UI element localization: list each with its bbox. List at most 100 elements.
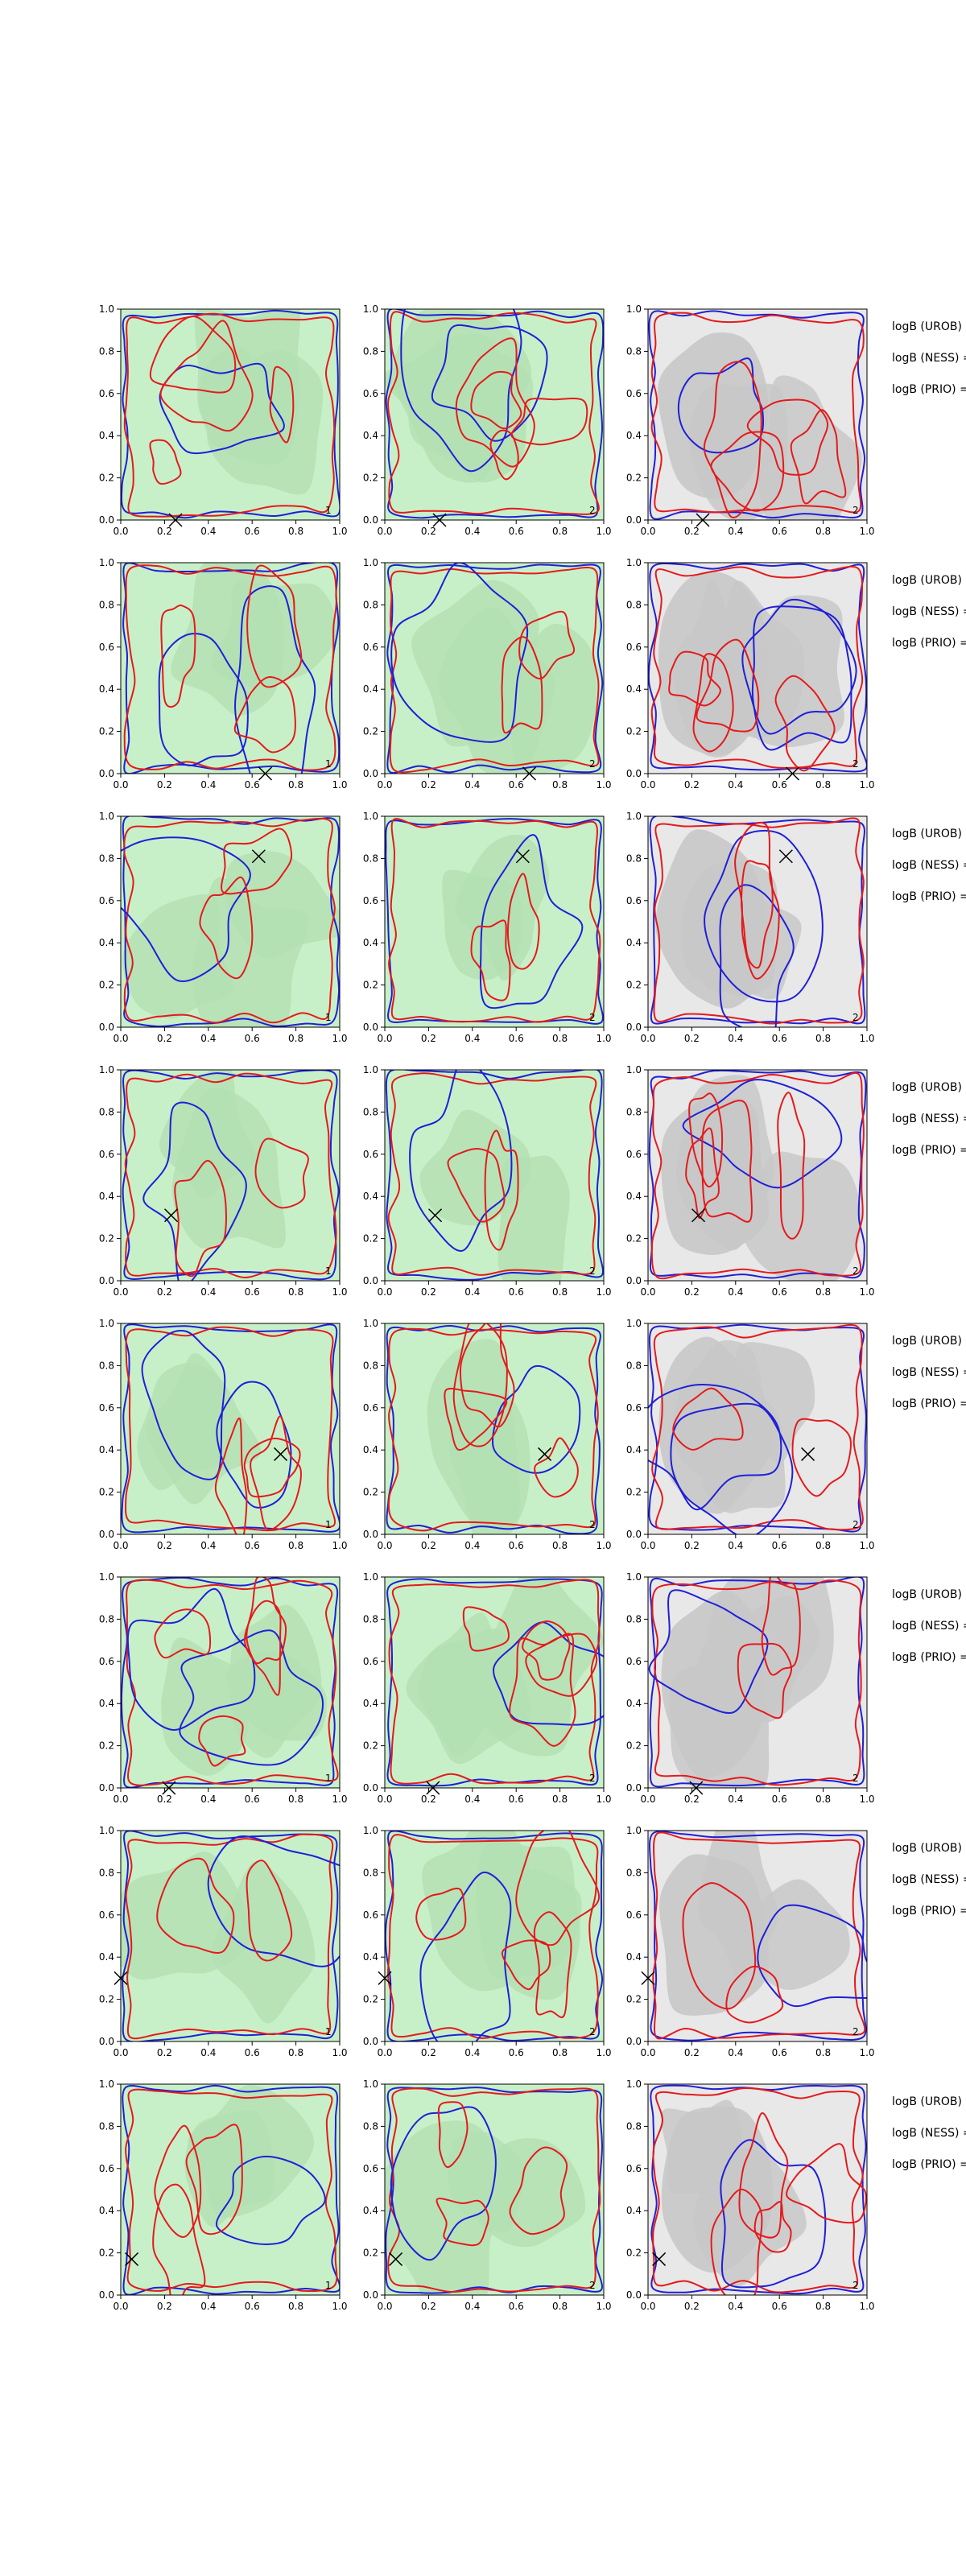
y-tick-label: 0.8 [363, 1360, 378, 1371]
y-tick-label: 1.0 [363, 557, 378, 568]
x-tick-label: 0.4 [728, 1794, 743, 1805]
filled-region [226, 1651, 328, 1741]
side-label: logB (NESS) = [892, 859, 966, 872]
y-tick-label: 0.2 [99, 473, 114, 484]
x-tick-label: 0.4 [200, 1794, 216, 1805]
axes-frame [120, 1576, 341, 1789]
y-tick-label: 0.0 [626, 768, 642, 779]
x-tick-label: 0.0 [377, 1286, 392, 1298]
red-contour [243, 1600, 282, 1696]
x-tick-label: 0.0 [377, 2047, 392, 2058]
panel-label: 1 [325, 2026, 332, 2037]
x-tick-label: 0.2 [684, 2301, 700, 2312]
x-tick-label: 1.0 [859, 1033, 874, 1044]
panel-r1-c3: 2 0.00.0 0.2 0.2 0.4 0.4 0.6 0.6 0.8 0.8 1.0 1.0 [626, 303, 875, 537]
x-tick-label: 0.6 [245, 1033, 260, 1044]
x-tick-label: 1.0 [859, 2047, 874, 2058]
y-tick-label: 0.4 [99, 1191, 114, 1202]
blue-contour [234, 585, 316, 774]
side-label: logB (PRIO) = [892, 383, 966, 396]
blue-contour [385, 1070, 604, 1281]
x-tick-label: 0.6 [509, 779, 524, 791]
filled-region [194, 309, 301, 465]
red-contour [510, 397, 588, 446]
y-tick-label: 0.4 [626, 2205, 642, 2216]
axes-frame [384, 1576, 605, 1789]
y-tick-label: 0.6 [626, 1656, 642, 1667]
plot-area [648, 1831, 867, 2041]
blue-contour [741, 598, 857, 735]
x-tick-label: 0.0 [640, 2301, 655, 2312]
side-label: logB (NESS) = [892, 1873, 966, 1886]
x-tick-label: 0.8 [552, 1286, 568, 1298]
x-tick-label: 1.0 [596, 1794, 611, 1805]
y-tick-label: 1.0 [363, 2079, 378, 2090]
sample-marker [778, 849, 793, 864]
blue-contour [431, 324, 548, 442]
y-tick-label: 0.6 [626, 388, 642, 399]
side-label: logB (NESS) = [892, 1113, 966, 1125]
plot-area [648, 309, 867, 520]
x-tick-label: 0.6 [509, 2301, 524, 2312]
plot-area [385, 1831, 604, 2041]
panel-label: 2 [589, 758, 596, 770]
x-tick-label: 1.0 [596, 526, 611, 537]
y-tick-label: 1.0 [363, 1318, 378, 1329]
axes-frame [647, 1830, 868, 2042]
red-contour [650, 312, 865, 514]
sample-marker [691, 1208, 706, 1223]
y-tick-label: 0.6 [99, 2163, 114, 2174]
side-label: logB (PRIO) = [892, 2158, 966, 2171]
x-tick-label: 0.0 [640, 1286, 655, 1298]
y-tick-label: 1.0 [626, 303, 642, 315]
x-tick-label: 0.6 [509, 526, 524, 537]
blue-contour [492, 1621, 604, 1726]
x-tick-label: 0.4 [200, 1540, 216, 1551]
axes-frame [120, 2083, 341, 2296]
x-tick-label: 0.8 [288, 779, 303, 791]
red-contour [738, 2112, 789, 2239]
x-tick-label: 0.2 [157, 526, 172, 537]
x-tick-label: 0.6 [772, 1033, 787, 1044]
y-tick-label: 0.6 [363, 1149, 378, 1160]
x-tick-label: 1.0 [332, 1033, 347, 1044]
panel-r5-c2: 2 0.00.0 0.2 0.2 0.4 0.4 0.6 0.6 0.8 0.8 1.0 1.0 [363, 1318, 612, 1551]
red-contour [243, 1437, 301, 1498]
y-tick-label: 0.2 [626, 980, 642, 991]
axes-frame [384, 2083, 605, 2296]
x-tick-label: 0.6 [509, 1286, 524, 1298]
side-label: logB (UROB) = [892, 1588, 966, 1601]
plot-area [648, 1577, 867, 1788]
y-tick-label: 0.8 [99, 1867, 114, 1878]
y-tick-label: 0.4 [626, 1951, 642, 1963]
x-tick-label: 1.0 [859, 1794, 874, 1805]
filled-region [655, 829, 768, 1009]
y-tick-label: 0.2 [99, 1740, 114, 1752]
filled-region [658, 571, 768, 755]
y-tick-label: 0.4 [363, 937, 378, 948]
axes-frame [120, 1069, 341, 1282]
y-tick-label: 0.4 [363, 2205, 378, 2216]
x-tick-label: 1.0 [596, 2047, 611, 2058]
y-tick-label: 0.4 [363, 1191, 378, 1202]
y-tick-label: 0.0 [99, 768, 114, 779]
red-contour [777, 1092, 806, 1240]
blue-contour [648, 1589, 769, 1714]
panel-r2-c2: 2 0.00.0 0.2 0.2 0.4 0.4 0.6 0.6 0.8 0.8 1.0 1.0 [363, 557, 612, 791]
panel-r8-c3: 2 0.00.0 0.2 0.2 0.4 0.4 0.6 0.6 0.8 0.8 1.0 1.0 [626, 2079, 875, 2312]
x-tick-label: 0.8 [815, 2301, 831, 2312]
panel-label: 1 [325, 1012, 332, 1023]
y-tick-label: 0.6 [626, 895, 642, 906]
axes-frame [120, 1830, 341, 2042]
side-label: logB (UROB) = [892, 1081, 966, 1094]
blue-contour [158, 633, 249, 766]
x-tick-label: 0.8 [815, 1540, 831, 1551]
y-tick-label: 0.2 [99, 2248, 114, 2259]
side-label: logB (NESS) = [892, 1620, 966, 1633]
red-contour [387, 1834, 599, 2039]
y-tick-label: 1.0 [626, 1571, 642, 1583]
x-tick-label: 0.4 [728, 1033, 743, 1044]
red-contour [651, 1579, 862, 1786]
red-contour [501, 1939, 551, 1991]
axes-frame [120, 308, 341, 521]
